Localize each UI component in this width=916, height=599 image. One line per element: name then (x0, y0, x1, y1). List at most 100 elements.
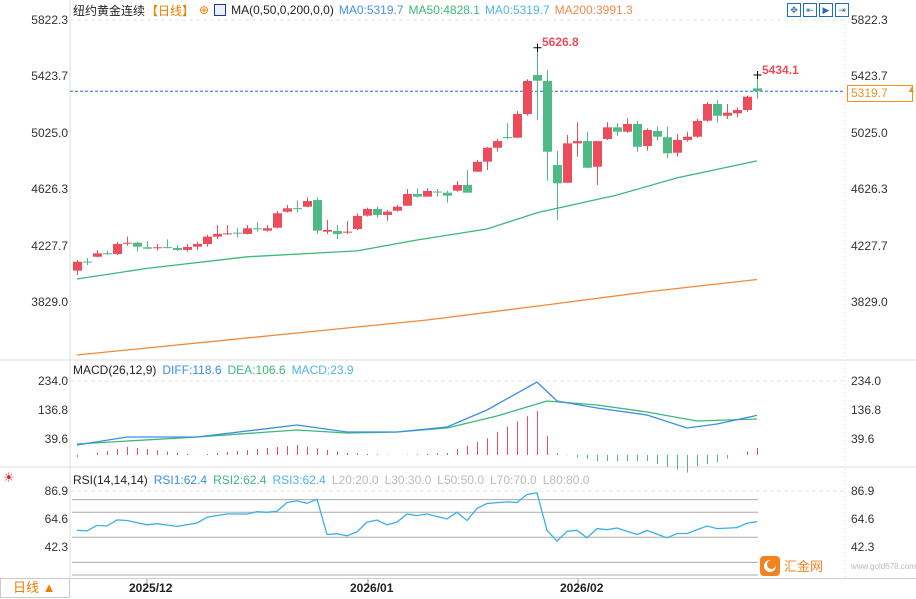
candle-body (463, 185, 472, 193)
candle-body (443, 192, 452, 196)
candle-body (573, 141, 582, 144)
rsi-line (76, 492, 758, 543)
candle-body (423, 190, 432, 197)
ma200-line (76, 278, 758, 356)
high-price-label: 5626.8 (542, 35, 579, 49)
watermark-url: www.gold678.com (851, 562, 916, 571)
date-label: 2026/01 (350, 581, 394, 595)
candle-body (183, 246, 192, 250)
ma50-value: MA50:4828.1 (408, 3, 480, 17)
candle-body (353, 215, 362, 229)
right-price-tick: 5822.3 (851, 13, 888, 27)
right-price-tick: 3829.0 (851, 295, 888, 309)
period-selector-button[interactable]: 日线 ▲ (0, 578, 70, 598)
ma0-value: MA0:5319.7 (338, 3, 404, 17)
candle-body (633, 123, 642, 147)
candle-body (343, 231, 352, 233)
candle-body (283, 208, 292, 212)
candle-body (253, 228, 262, 230)
candle-body (153, 247, 162, 249)
dea-line (76, 400, 758, 445)
rsi-tick: 86.9 (44, 484, 68, 498)
macd-dea-value: DEA:106.6 (227, 363, 286, 377)
left-price-tick: 4227.7 (31, 239, 68, 253)
candle-body (483, 147, 492, 162)
candle-body (393, 206, 402, 211)
period-label: 【日线】 (146, 3, 195, 18)
candle-body (303, 201, 312, 207)
rsi-tick: 42.3 (851, 540, 875, 554)
candle-body (473, 161, 482, 172)
candle-body (293, 208, 302, 210)
scroll-up-icon[interactable]: ▲ (907, 84, 916, 94)
rsi1-value: RSI1:62.4 (153, 473, 208, 487)
rsi-tick: 86.9 (851, 484, 875, 498)
candle-body (743, 96, 752, 111)
rsi-level-30: L30:30.0 (384, 473, 432, 487)
high-marker-icon (533, 43, 542, 52)
candle-body (733, 110, 742, 114)
rsi2-value: RSI2:62.4 (213, 473, 267, 487)
date-label: 2025/12 (129, 581, 173, 595)
candle-body (673, 139, 682, 153)
candle-body (503, 137, 512, 139)
ma-indicator-name: MA(0,50,0,200,0,0) (231, 3, 334, 17)
zoom-in-icon[interactable]: ⇤ (803, 3, 817, 17)
crosshair-toggle-icon[interactable]: ⊕ (199, 3, 210, 17)
candle-body (363, 208, 372, 216)
left-price-tick: 4626.3 (31, 182, 68, 196)
macd-tick: 39.6 (44, 432, 68, 446)
candle-body (163, 247, 172, 249)
macd-title: MACD(26,12,9) (73, 363, 157, 377)
candle-body (93, 253, 102, 257)
ma-settings-icon[interactable] (214, 4, 227, 16)
macd-tick: 136.8 (851, 403, 882, 417)
right-price-tick: 4227.7 (851, 239, 888, 253)
candle-body (193, 243, 202, 247)
right-price-tick: 4626.3 (851, 182, 888, 196)
indicator-settings-icon[interactable]: ☀ (3, 470, 15, 485)
candle-body (133, 242, 142, 247)
macd-tick: 136.8 (37, 403, 68, 417)
candle-body (703, 103, 712, 121)
ma200-value: MA200:3991.3 (554, 3, 633, 17)
candle-body (83, 261, 92, 263)
candle-body (143, 247, 152, 249)
left-price-tick: 5822.3 (31, 13, 68, 27)
candle-body (173, 247, 182, 250)
rsi-level-80: L80:80.0 (542, 473, 590, 487)
left-price-tick: 5423.7 (31, 69, 68, 83)
candle-body (513, 114, 522, 138)
watermark-text: 汇金网 (784, 559, 824, 574)
candle-body (243, 228, 252, 234)
candle-body (553, 165, 562, 184)
date-label: 2026/02 (560, 581, 604, 595)
macd-diff-value: DIFF:118.6 (162, 363, 222, 377)
candle-body (73, 261, 82, 271)
ma0-value-2: MA0:5319.7 (484, 3, 550, 17)
candle-body (233, 232, 242, 234)
instrument-name: 纽约黄金连续 (73, 3, 146, 18)
candle-body (523, 80, 532, 115)
candle-body (533, 75, 542, 81)
rsi3-value: RSI3:62.4 (272, 473, 326, 487)
watermark-logo: 汇金网 (760, 556, 840, 578)
candle-body (603, 127, 612, 139)
rsi-level-50: L50:50.0 (437, 473, 484, 487)
crosshair-move-icon[interactable]: ✥ (787, 3, 801, 17)
candle-body (713, 103, 722, 116)
macd-tick: 234.0 (37, 374, 68, 388)
goto-end-icon[interactable]: ⇥ (835, 3, 849, 17)
candle-body (323, 229, 332, 232)
candle-body (113, 243, 122, 255)
candle-body (313, 200, 322, 231)
candle-body (623, 123, 632, 132)
header-row: 纽约黄金连续 【日线】 ⊕ MA(0,50,0,200,0,0) MA0:531… (73, 2, 633, 18)
play-icon[interactable]: ▶ (819, 3, 833, 17)
rsi-title: RSI(14,14,14) (73, 473, 148, 487)
diff-line (76, 381, 758, 446)
candle-body (373, 208, 382, 215)
candle-body (263, 228, 272, 231)
candle-body (663, 137, 672, 154)
